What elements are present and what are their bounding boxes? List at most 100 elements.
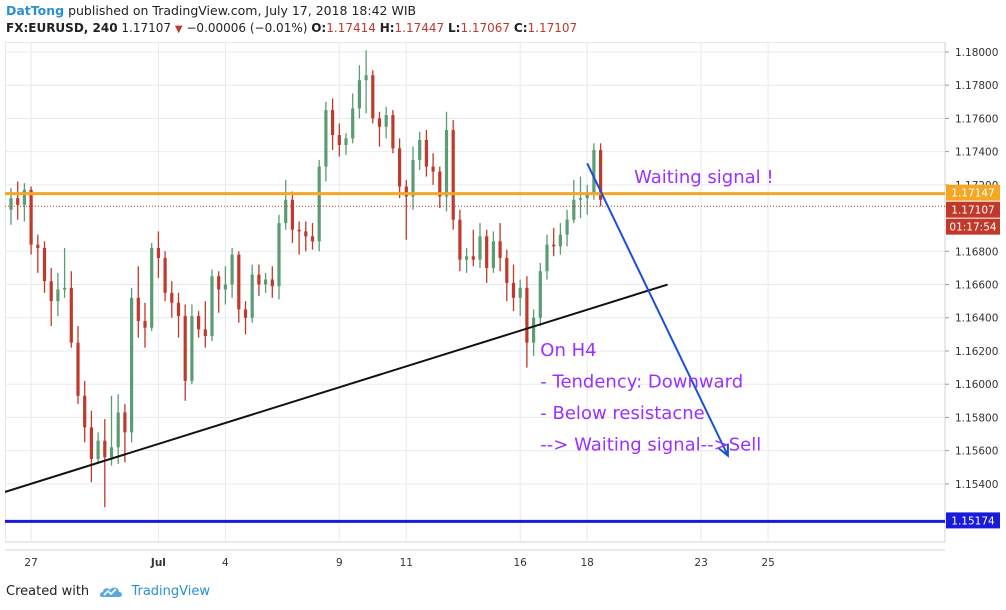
candle-body — [498, 241, 502, 258]
sell-projection-arrow — [586, 162, 729, 457]
candle-body — [76, 342, 80, 396]
candle-body — [545, 244, 549, 272]
candle-body — [264, 279, 268, 285]
candle-body — [371, 75, 375, 119]
open-label: O: — [311, 21, 327, 35]
low-label: L: — [447, 21, 461, 35]
candle-body — [277, 223, 281, 287]
low-value: 1.17067 — [460, 21, 511, 35]
y-tick-label: 1.16000 — [955, 379, 998, 391]
candle-body — [136, 297, 140, 322]
candle-body — [565, 219, 569, 235]
candle-body — [63, 287, 67, 290]
candle-body — [310, 236, 315, 242]
candle-body — [572, 199, 576, 220]
candle-body — [9, 198, 13, 210]
candle-body — [210, 276, 214, 337]
candle-body — [538, 271, 542, 318]
candle-body — [398, 148, 402, 187]
price-tag-label: 1.15174 — [951, 515, 995, 527]
close-label: C: — [513, 21, 528, 35]
candle-body — [223, 284, 227, 290]
candle-body — [505, 257, 509, 283]
candle-body — [83, 395, 87, 428]
y-tick-label: 1.16400 — [955, 313, 998, 325]
price-tag-label: 01:17:54 — [949, 222, 996, 234]
candle-body — [230, 254, 234, 285]
candle-body — [431, 166, 435, 172]
publication-line: DatTong published on TradingView.com, Ju… — [6, 3, 416, 18]
candle-body — [130, 297, 134, 433]
candle-body — [304, 231, 308, 237]
annotation-text: On H4 — [540, 340, 596, 361]
candle-body — [458, 219, 462, 260]
candle-body — [109, 447, 114, 458]
candle-body — [49, 281, 53, 302]
chart-area[interactable]: 1.180001.178001.176001.174001.172001.168… — [4, 41, 1001, 572]
ohlc-line: FX:EURUSD, 240 1.17107 ▼ −0.00006 (−0.01… — [6, 21, 577, 35]
candle-body — [176, 302, 181, 317]
x-tick-label: 23 — [694, 557, 707, 569]
created-with-text: Created with — [6, 584, 90, 599]
candle-body — [384, 115, 388, 127]
candle-body — [56, 289, 60, 302]
candle-body — [344, 138, 348, 145]
author-name[interactable]: DatTong — [6, 3, 65, 18]
candle-body — [451, 130, 455, 220]
last-price: 1.17107 — [121, 21, 172, 35]
candle-body — [116, 412, 120, 448]
price-chart[interactable]: 1.180001.178001.176001.174001.172001.168… — [4, 41, 1001, 572]
annotation-text: --> Waiting signal-->Sell — [540, 435, 761, 456]
candle-body — [391, 115, 395, 149]
candle-body — [16, 198, 20, 205]
candle-body — [585, 194, 589, 199]
candle-body — [525, 287, 529, 343]
candle-body — [89, 427, 93, 459]
x-tick-label: 25 — [761, 557, 774, 569]
x-tick-label: 11 — [400, 557, 413, 569]
candle-body — [418, 140, 422, 160]
candle-body — [217, 276, 221, 290]
tradingview-logo-icon — [100, 587, 123, 597]
x-tick-label: 9 — [336, 557, 343, 569]
plot-frame — [4, 41, 946, 543]
candle-body — [156, 247, 160, 258]
candle-body — [331, 110, 335, 136]
candle-body — [491, 241, 495, 268]
tradingview-brand[interactable]: TradingView — [131, 584, 210, 599]
y-tick-label: 1.15800 — [955, 412, 998, 424]
down-arrow-icon: ▼ — [174, 24, 183, 35]
candle-body — [36, 244, 40, 248]
candle-body — [465, 256, 469, 260]
candle-body — [357, 80, 361, 109]
footer: Created with TradingView — [6, 584, 210, 599]
candle-body — [558, 234, 562, 247]
candle-body — [364, 75, 368, 81]
y-tick-label: 1.16200 — [955, 346, 998, 358]
candle-body — [532, 317, 536, 343]
x-tick-label: 27 — [24, 557, 37, 569]
candle-body — [22, 189, 26, 205]
y-tick-label: 1.15600 — [955, 446, 998, 458]
published-info: published on TradingView.com, July 17, 2… — [68, 3, 417, 18]
candle-body — [143, 321, 147, 328]
candle-body — [29, 189, 33, 245]
close-value: 1.17107 — [527, 21, 578, 35]
candle-body — [478, 236, 482, 260]
y-tick-label: 1.18000 — [955, 47, 998, 59]
price-tag-box — [946, 218, 1000, 235]
candle-body — [96, 440, 100, 459]
y-tick-label: 1.16600 — [955, 280, 998, 292]
candle-body — [250, 274, 254, 318]
x-tick-label: Jul — [150, 557, 166, 569]
y-tick-label: 1.15400 — [955, 479, 998, 491]
high-value: 1.17447 — [394, 21, 445, 35]
price-tag-box — [946, 512, 1000, 529]
candle-body — [351, 108, 355, 139]
candle-body — [518, 287, 522, 298]
candle-body — [424, 140, 428, 167]
candle-body — [203, 329, 207, 337]
candle-body — [297, 229, 301, 232]
candle-body — [444, 130, 449, 197]
x-tick-label: 4 — [222, 557, 229, 569]
